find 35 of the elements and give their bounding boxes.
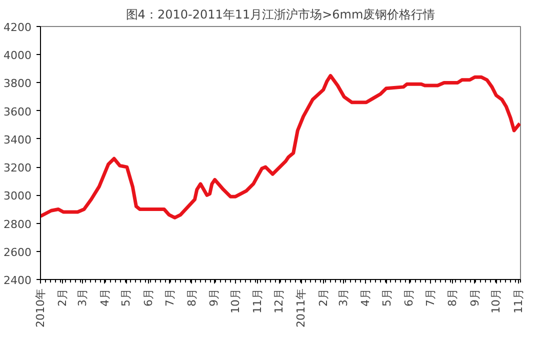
y-tick-label: 2400 xyxy=(4,274,32,287)
x-tick-label: 11月 xyxy=(251,288,264,314)
x-tick-label: 5月 xyxy=(120,288,133,306)
x-tick-label: 12月 xyxy=(272,288,286,314)
y-tick-label: 3800 xyxy=(4,77,32,90)
x-tick-label: 2月 xyxy=(316,288,330,306)
line-series xyxy=(40,74,520,220)
y-tick-label: 3000 xyxy=(4,190,32,203)
y-tick-label: 3600 xyxy=(4,105,32,118)
x-tick-label: 7月 xyxy=(424,288,437,306)
x-tick-label: 10月 xyxy=(490,288,503,314)
x-tick-label: 5月 xyxy=(380,288,394,306)
x-tick-label: 11月 xyxy=(512,288,525,314)
x-tick-label: 3月 xyxy=(336,288,350,306)
x-tick-label: 7月 xyxy=(163,288,176,306)
x-tick-label: 10月 xyxy=(229,288,242,314)
x-tick-label: 9月 xyxy=(468,288,482,306)
y-tick-label: 3200 xyxy=(4,162,32,175)
x-tick-label: 4月 xyxy=(359,288,372,306)
x-tick-label: 6月 xyxy=(402,288,416,306)
x-tick-label: 8月 xyxy=(446,288,460,306)
y-tick-label: 2800 xyxy=(4,218,32,231)
x-tick-label: 3月 xyxy=(76,288,90,306)
x-tick-label: 4月 xyxy=(98,288,112,306)
x-tick-label: 2月 xyxy=(56,288,70,306)
x-tick-label: 2010年 xyxy=(34,288,47,328)
y-tick-label: 2600 xyxy=(4,246,32,259)
x-tick-label: 8月 xyxy=(185,288,198,306)
y-tick-label: 4000 xyxy=(4,49,32,62)
x-tick-label: 9月 xyxy=(208,288,221,306)
x-tick-label: 6月 xyxy=(142,288,155,306)
y-tick-label: 3400 xyxy=(4,133,32,146)
x-tick-label: 2011年 xyxy=(294,288,308,328)
chart-title: 图4：2010-2011年11月江浙沪市场>6mm废钢价格行情 xyxy=(126,8,436,22)
y-tick-label: 4200 xyxy=(4,21,32,34)
